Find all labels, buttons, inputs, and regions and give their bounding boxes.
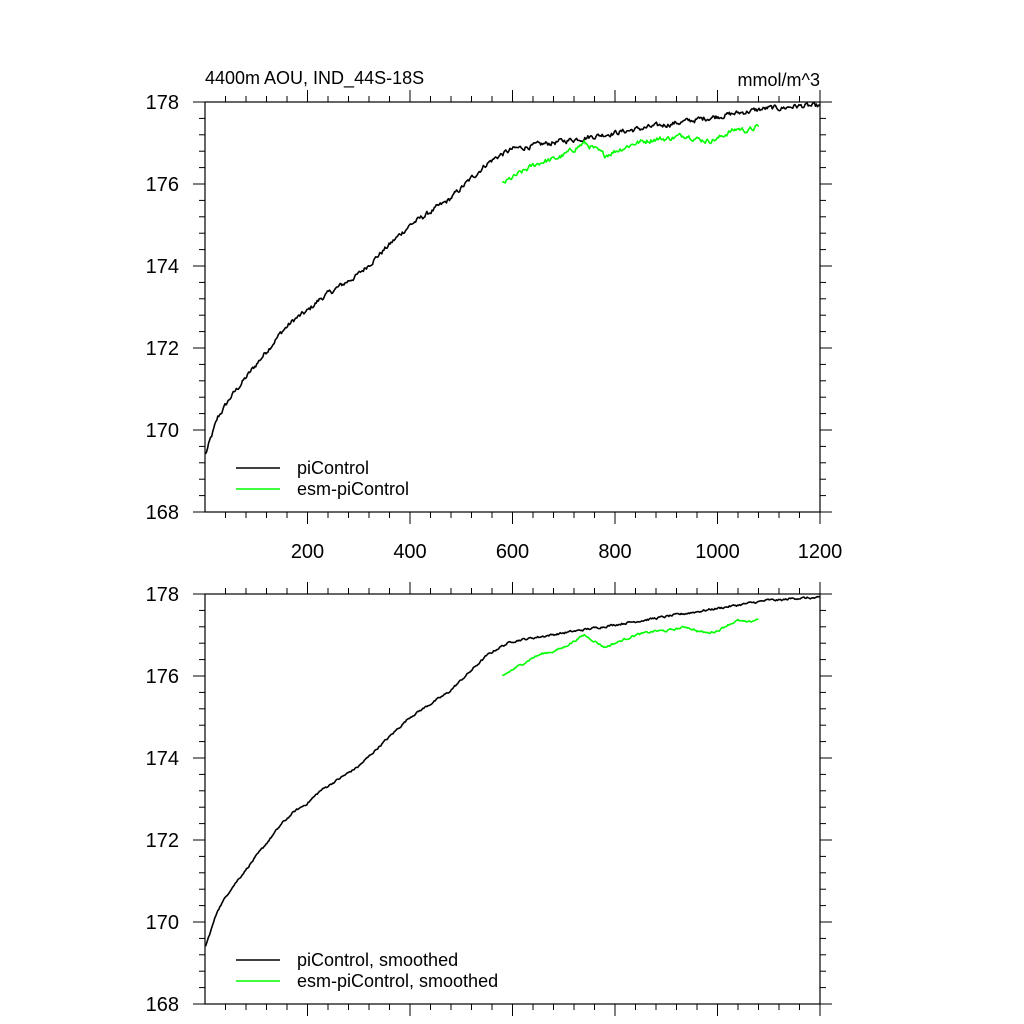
y-tick-label: 168 [146, 994, 179, 1016]
units-label: mmol/m^3 [738, 70, 820, 90]
x-tick-label: 1000 [695, 541, 740, 563]
legend-label: esm-piControl, smoothed [297, 971, 498, 991]
chart-title: 4400m AOU, IND_44S-18S [205, 68, 424, 89]
y-tick-label: 172 [146, 830, 179, 852]
y-tick-label: 168 [146, 502, 179, 524]
series-line-picontrol [204, 595, 820, 947]
y-tick-label: 170 [146, 420, 179, 442]
y-tick-label: 176 [146, 174, 179, 196]
series-line-esm-picontrol [501, 618, 759, 677]
series-line-esm-picontrol [501, 124, 760, 184]
y-tick-label: 174 [146, 256, 179, 278]
y-tick-label: 172 [146, 338, 179, 360]
y-tick-label: 176 [146, 666, 179, 688]
y-tick-label: 178 [146, 584, 179, 606]
legend-label: piControl, smoothed [297, 950, 458, 970]
x-tick-label: 600 [496, 541, 529, 563]
y-tick-label: 178 [146, 92, 179, 114]
top-panel: 168 170 172 174 176 178 200 400 600 800 1000 1200 pi… [146, 90, 843, 563]
legend-label: esm-piControl [297, 479, 409, 499]
legend-label: piControl [297, 458, 369, 478]
x-tick-label: 1200 [798, 541, 843, 563]
y-tick-label: 170 [146, 912, 179, 934]
plot-frame [204, 101, 821, 513]
bottom-panel: 168 170 172 174 176 178 piControl, smoothedesm… [146, 582, 832, 1016]
y-tick-label: 174 [146, 748, 179, 770]
series-line-picontrol [204, 101, 821, 455]
x-tick-label: 200 [291, 541, 324, 563]
x-tick-label: 400 [393, 541, 426, 563]
plot-frame [204, 593, 821, 1005]
x-tick-label: 800 [598, 541, 631, 563]
